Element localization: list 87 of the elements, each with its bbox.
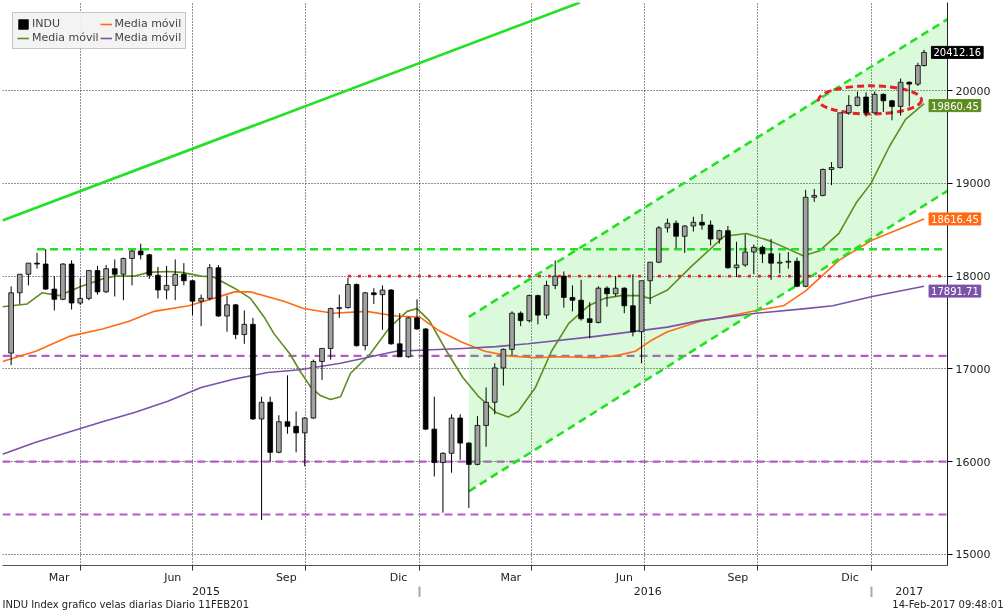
candlestick (569, 284, 576, 312)
candlestick (440, 451, 446, 514)
x2-tick-label: 2017 (895, 584, 924, 598)
x-tick-label: Dic (841, 570, 859, 584)
candlestick (224, 295, 230, 333)
candlestick (604, 285, 610, 308)
candlestick (768, 238, 774, 281)
candlestick (586, 301, 593, 339)
text: INDU Index grafico velas diarias Diario 11FEB201 (2, 599, 250, 610)
candlestick (111, 258, 118, 298)
candlestick (241, 309, 248, 345)
candlestick (828, 161, 835, 186)
y-tick-label: 16000 (955, 455, 991, 469)
legend-label: Media móvil (114, 17, 182, 30)
candlestick (258, 396, 265, 521)
y-tick-label: 15000 (955, 548, 991, 562)
x-tick-label: Sep (275, 570, 297, 584)
candlestick (189, 279, 196, 316)
candlestick (120, 257, 127, 301)
data-label: 19860.45 (931, 100, 979, 112)
candlestick (880, 92, 887, 113)
candlestick (284, 374, 291, 435)
candlestick (871, 91, 878, 115)
candlestick (319, 347, 325, 381)
y-tick-label: 18000 (955, 270, 991, 284)
x-tick-label: Sep (727, 570, 749, 584)
candlestick (198, 294, 204, 327)
candlestick (500, 347, 507, 387)
candlestick (483, 386, 489, 448)
candlestick (17, 273, 23, 305)
candlestick (863, 91, 869, 118)
candlestick (466, 441, 472, 509)
candlestick (181, 262, 187, 286)
candlestick (561, 270, 567, 309)
x-tick-label: Jun (614, 570, 633, 584)
candlestick (535, 294, 541, 325)
candlestick (699, 213, 705, 231)
candlestick (94, 265, 101, 296)
line-series (2, 102, 925, 418)
candlestick (155, 266, 161, 299)
candlestick (336, 294, 343, 319)
x2-tick-label: 2016 (633, 584, 662, 598)
candlestick (25, 262, 32, 286)
data-label: 17891.71 (931, 286, 979, 298)
candlestick (172, 258, 178, 301)
candlestick (293, 411, 299, 453)
candlestick (163, 265, 170, 300)
candlestick (846, 94, 852, 116)
candlestick (552, 259, 558, 290)
candlestick (647, 261, 653, 305)
text: 14-Feb-2017 09:48:01 (892, 599, 1004, 610)
candlestick (379, 284, 386, 331)
candlestick (103, 264, 109, 294)
candlestick (396, 312, 403, 358)
candlestick (301, 416, 308, 467)
candlestick (742, 233, 748, 268)
candlestick (733, 241, 740, 278)
candlestick (129, 249, 135, 286)
candlestick (414, 298, 420, 331)
candlestick (578, 279, 584, 322)
candlestick (681, 224, 688, 254)
candlestick (146, 253, 153, 280)
legend-label: Media móvil (114, 31, 182, 44)
y-tick-label: 19000 (955, 177, 991, 191)
x-tick-label: Mar (500, 570, 522, 584)
y-tick-label: 17000 (955, 362, 991, 376)
candlestick (77, 277, 83, 306)
x-tick-label: Jun (163, 570, 182, 584)
candlestick (906, 80, 913, 107)
candlestick (51, 275, 58, 311)
candlestick (751, 244, 757, 275)
candlestick (673, 219, 679, 249)
x-tick-label: Mar (48, 570, 71, 584)
line-series (2, 285, 925, 455)
x2-tick-label: 2015 (192, 584, 221, 598)
candlestick (621, 286, 628, 314)
candlestick (612, 275, 619, 298)
data-label: 18616.45 (931, 213, 979, 225)
y-tick-label: 20000 (955, 84, 991, 98)
text: 20412.16 (933, 47, 982, 59)
candlestick (34, 252, 40, 270)
candlestick (707, 219, 714, 247)
x-tick-label: Dic (389, 570, 408, 584)
legend-label: INDU (32, 17, 60, 30)
legend-label: Media móvil (32, 31, 99, 44)
candlestick (776, 252, 783, 274)
candlestick (345, 277, 351, 310)
